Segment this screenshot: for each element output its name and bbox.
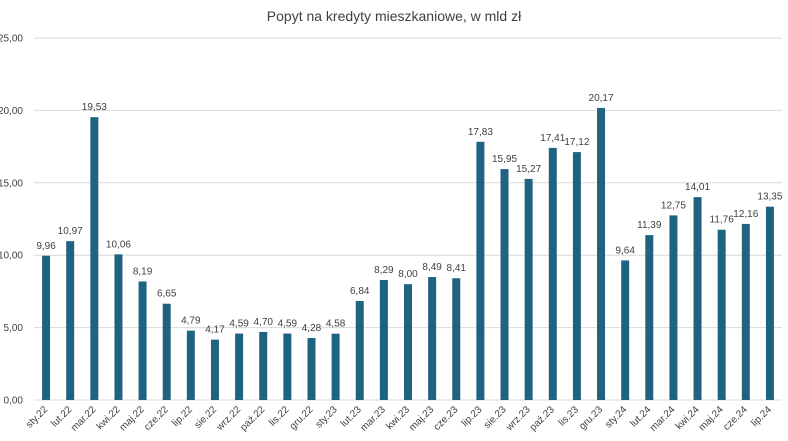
- x-tick-label: mar.24: [648, 404, 678, 434]
- bar: [283, 333, 292, 400]
- x-tick-label: maj.23: [407, 404, 436, 433]
- data-label: 15,95: [492, 154, 517, 165]
- x-tick-label: kwi.24: [674, 404, 702, 432]
- bar: [186, 330, 195, 400]
- data-label: 17,12: [564, 137, 589, 148]
- y-tick-label: 5,00: [4, 323, 24, 334]
- bar: [476, 141, 485, 400]
- bar: [90, 117, 99, 400]
- x-tick-label: sty.24: [603, 404, 629, 430]
- data-label: 8,49: [422, 262, 442, 273]
- data-label: 8,29: [374, 265, 394, 276]
- y-tick-label: 25,00: [0, 34, 23, 45]
- y-axis: 0,00 5,00 10,00 15,00 20,00 25,00: [0, 34, 23, 407]
- bar: [307, 338, 316, 400]
- y-tick-label: 20,00: [0, 106, 23, 117]
- x-tick-label: sty.22: [24, 404, 50, 430]
- x-tick-label: cze.22: [142, 404, 171, 433]
- bar: [259, 331, 268, 400]
- data-label: 15,27: [516, 164, 541, 175]
- x-tick-label: kwi.22: [95, 404, 123, 432]
- bar: [42, 255, 51, 400]
- bars: [42, 107, 774, 400]
- data-label: 10,06: [106, 239, 131, 250]
- x-tick-label: mar.23: [359, 404, 389, 434]
- bar: [162, 303, 171, 400]
- data-label: 4,58: [326, 319, 346, 330]
- x-tick-label: paź.22: [238, 404, 267, 433]
- bar: [355, 300, 364, 400]
- x-tick-label: wrz.22: [214, 404, 244, 434]
- data-label: 4,70: [253, 317, 273, 328]
- x-tick-label: gru.22: [288, 404, 316, 432]
- data-label: 11,76: [710, 215, 735, 226]
- data-label: 9,96: [36, 241, 56, 252]
- data-label: 13,35: [757, 192, 782, 203]
- data-label: 20,17: [589, 93, 614, 104]
- data-label: 4,79: [181, 316, 201, 327]
- data-label: 6,84: [350, 286, 370, 297]
- bar: [765, 206, 774, 400]
- chart-title: Popyt na kredyty mieszkaniowe, w mld zł: [266, 8, 522, 24]
- y-tick-label: 10,00: [0, 251, 23, 262]
- bar: [548, 147, 557, 400]
- bar: [404, 284, 412, 400]
- data-label: 19,53: [82, 102, 107, 113]
- data-label: 17,83: [468, 127, 493, 138]
- bar: [138, 281, 147, 400]
- bar: [114, 254, 123, 400]
- bar: [621, 260, 630, 400]
- x-tick-label: cze.24: [721, 404, 750, 433]
- bar: [379, 279, 388, 400]
- data-label: 12,75: [661, 200, 686, 211]
- data-label: 9,64: [615, 245, 635, 256]
- x-tick-label: wrz.23: [503, 404, 533, 434]
- bar: [428, 277, 437, 400]
- y-tick-label: 15,00: [0, 178, 23, 189]
- y-tick-label: 0,00: [4, 396, 24, 407]
- bar: [331, 333, 340, 400]
- bar: [693, 197, 702, 400]
- x-tick-label: cze.23: [432, 404, 461, 433]
- x-tick-label: paź.23: [528, 404, 557, 433]
- bar: [572, 152, 581, 400]
- bar: [645, 235, 654, 400]
- data-label: 12,16: [733, 209, 758, 220]
- x-tick-label: lip.24: [749, 404, 774, 429]
- data-label: 14,01: [685, 182, 710, 193]
- x-tick-label: lip.23: [460, 404, 485, 429]
- bar: [66, 241, 75, 400]
- data-label: 17,41: [540, 133, 565, 144]
- x-tick-label: kwi.23: [384, 404, 412, 432]
- bar: [452, 278, 461, 400]
- x-tick-label: maj.24: [697, 404, 726, 433]
- data-label: 8,19: [133, 266, 153, 277]
- data-label: 4,59: [278, 319, 298, 330]
- bar: [500, 169, 509, 400]
- data-label: 4,28: [302, 323, 322, 334]
- bar: [717, 229, 726, 400]
- data-label: 8,41: [447, 263, 467, 274]
- x-tick-label: sty.23: [314, 404, 340, 430]
- data-label: 8,00: [398, 269, 418, 280]
- bar: [669, 215, 678, 400]
- data-label: 6,65: [157, 289, 177, 300]
- bar: [235, 333, 244, 400]
- bar: [597, 107, 606, 400]
- data-label: 4,17: [205, 325, 225, 336]
- x-tick-label: maj.22: [118, 404, 147, 433]
- x-tick-label: mar.22: [69, 404, 99, 434]
- bar: [741, 223, 750, 400]
- data-label: 11,39: [637, 220, 662, 231]
- bar: [524, 178, 533, 400]
- x-tick-label: gru.23: [577, 404, 605, 432]
- x-tick-label: lip.22: [170, 404, 195, 429]
- bar: [210, 339, 219, 400]
- data-label: 4,59: [229, 319, 249, 330]
- data-label: 10,97: [58, 226, 83, 237]
